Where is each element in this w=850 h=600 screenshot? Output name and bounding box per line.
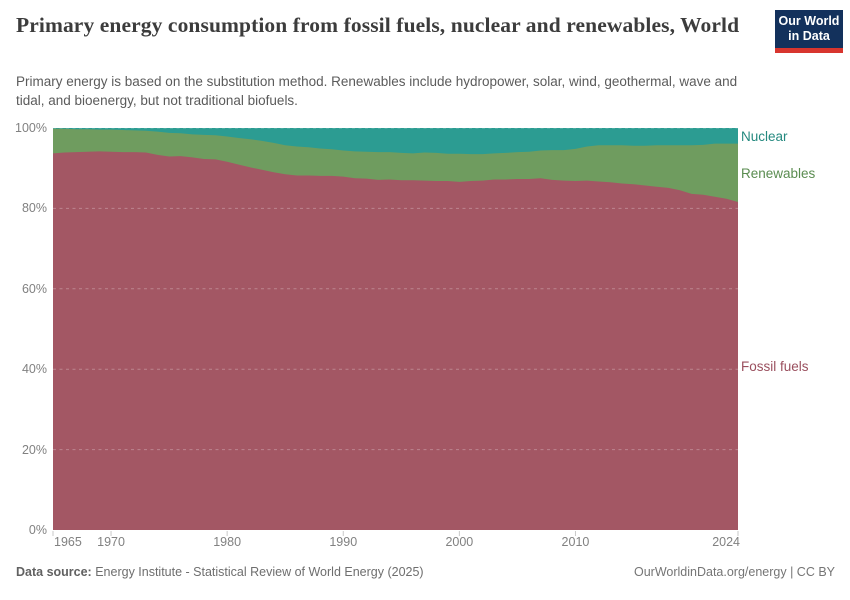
- data-source-label: Data source:: [16, 565, 92, 579]
- chart-footer: Data source: Energy Institute - Statisti…: [16, 564, 835, 580]
- owid-logo[interactable]: Our World in Data: [775, 10, 843, 53]
- legend-label-renewables: Renewables: [741, 165, 816, 181]
- x-axis-tick-label-2024: 2024: [712, 535, 740, 549]
- chart-subtitle-line: tidal, and bioenergy, but not traditiona…: [16, 92, 298, 108]
- x-axis-tick-label-2000: 2000: [445, 535, 474, 549]
- x-axis-tick-label-1980: 1980: [213, 535, 242, 549]
- y-axis-tick-label-40%: 40%: [21, 362, 47, 377]
- y-axis-tick-label-60%: 60%: [21, 281, 47, 296]
- y-axis-tick-label-0%: 0%: [28, 523, 47, 537]
- x-axis-tick-label-2010: 2010: [561, 535, 590, 549]
- x-axis-tick-label-1970: 1970: [97, 535, 125, 549]
- chart-subtitle-line: Primary energy is based on the substitut…: [16, 74, 738, 89]
- area-fossil-fuels[interactable]: [53, 151, 738, 530]
- page-title: Primary energy consumption from fossil f…: [16, 13, 740, 37]
- y-axis-tick-label-20%: 20%: [21, 442, 47, 457]
- x-axis-tick-label-1990: 1990: [329, 535, 358, 549]
- data-source-note: Data source: Energy Institute - Statisti…: [16, 564, 424, 580]
- x-axis-tick-label-1965: 1965: [54, 535, 82, 549]
- y-axis-tick-label-80%: 80%: [21, 201, 47, 216]
- data-source-value: Energy Institute - Statistical Review of…: [91, 565, 424, 579]
- owid-license-link[interactable]: OurWorldinData.org/energy | CC BY: [633, 565, 835, 579]
- y-axis-tick-label-100%: 100%: [15, 121, 47, 135]
- legend-label-nuclear: Nuclear: [741, 128, 788, 144]
- owid-logo-text-line1: Our World: [778, 14, 840, 28]
- owid-logo-text-line2: in Data: [788, 28, 830, 43]
- legend-label-fossil-fuels: Fossil fuels: [741, 358, 809, 374]
- chart-subtitle: Primary energy is based on the substitut…: [16, 73, 737, 110]
